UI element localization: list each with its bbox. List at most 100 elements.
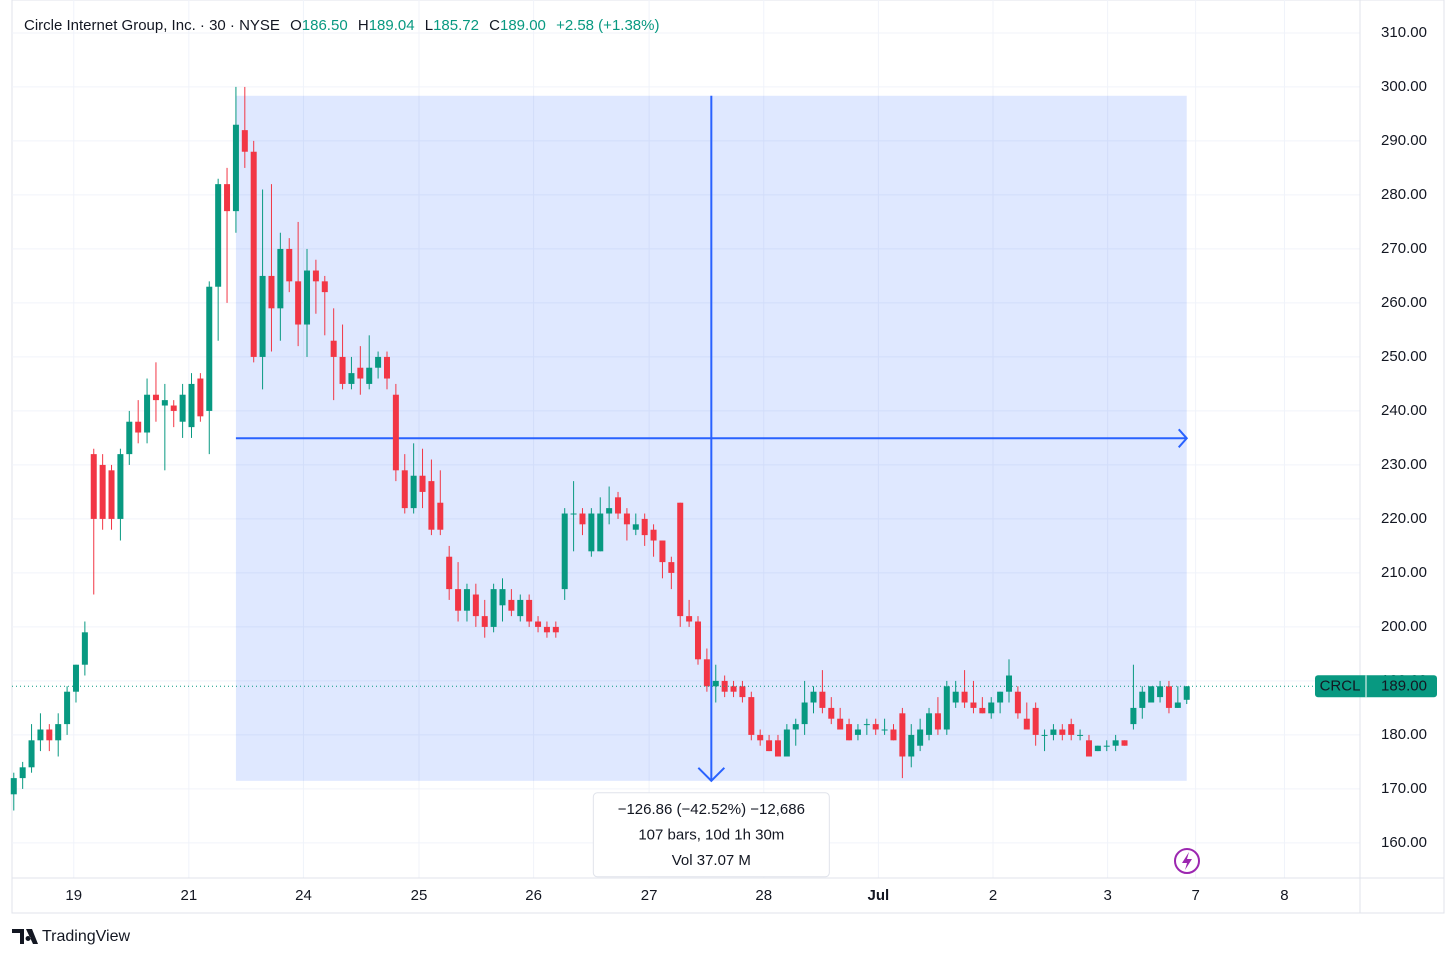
candle-body [144,394,151,433]
candle-body [312,270,319,282]
candle-body [908,734,915,757]
candle-body [241,130,248,152]
measure-layer [235,95,1189,783]
alert-icon[interactable] [1174,848,1200,874]
candle-body [881,729,888,731]
y-tick-label: 210.00 [1381,564,1427,581]
candle-body [1165,686,1172,708]
y-tick-label: 280.00 [1381,186,1427,203]
candle-body [1112,740,1119,746]
measure-arrowhead [697,767,726,783]
x-tick-label: 7 [1191,887,1199,904]
ohlc-value: 185.72 [433,17,479,34]
brand: TradingView [42,928,130,945]
y-tick-label: 170.00 [1381,780,1427,797]
candle-body [401,470,408,509]
y-tick-label: 220.00 [1381,510,1427,527]
candle-body [437,502,444,530]
candle-body [837,718,844,730]
candle-body [250,151,257,357]
candle-body [970,702,977,708]
candle-body [801,702,808,725]
candle-body [179,394,186,422]
symbol-title: Circle Internet Group, Inc. · 30 · NYSE [24,17,280,34]
brand-logo[interactable]: TradingView [12,928,130,945]
candle-body [428,481,435,530]
candle-body [535,621,542,627]
candle-body [135,421,142,433]
ohlc-label: L [425,17,433,34]
candle-body [1183,686,1190,700]
candle-body [330,340,337,357]
candle-body [979,707,986,714]
y-tick-label: 160.00 [1381,834,1427,851]
y-tick-label: 290.00 [1381,132,1427,149]
candle-body [934,713,941,730]
candle-body [650,529,657,541]
candle-body [10,778,17,795]
candle-body [152,394,159,401]
candle-body [1041,734,1048,736]
candle-body [961,691,968,703]
ohlc-value: 189.00 [500,17,546,34]
candle-body [1174,702,1181,708]
candle-body [90,454,97,519]
candle-body [446,556,453,590]
candle-body [846,724,853,741]
candle-body [694,621,701,660]
legend-header: Circle Internet Group, Inc. · 30 · NYSE … [24,17,659,34]
candle-body [783,729,790,757]
y-tick-label: 260.00 [1381,294,1427,311]
candle-body [28,740,35,768]
measure-info-box [592,792,830,878]
candle-body [623,513,630,525]
x-tick-label: 2 [989,887,997,904]
x-tick-label: 26 [525,887,542,904]
candle-body [188,383,195,428]
candle-body [215,184,222,287]
x-tick-label: 28 [755,887,772,904]
candle-body [712,680,719,687]
candle-body [206,286,213,411]
y-tick-label: 250.00 [1381,348,1427,365]
candle-body [1077,734,1084,736]
candle-body [1068,724,1075,735]
candle-body [259,275,266,357]
ohlc-value: 189.04 [369,17,415,34]
ohlc-label: O [290,17,302,34]
candle-body [419,475,426,492]
candle-body [899,713,906,757]
candle-body [917,729,924,746]
x-tick-label: Jul [868,887,890,904]
candle-body [366,367,373,384]
candle-body [1006,675,1013,692]
candle-body [1023,718,1030,730]
candle-body [357,367,364,379]
candle-body [988,702,995,714]
y-tick-label: 180.00 [1381,726,1427,743]
candle-body [632,524,639,530]
candle-body [570,513,577,515]
candle-body [543,626,550,633]
candle-body [943,686,950,730]
measure-info: −126.86 (−42.52%) −12,686 [618,801,805,818]
candle-body [508,599,515,611]
x-tick-label: 19 [65,887,82,904]
candle-body [1014,691,1021,714]
candle-body [810,691,817,703]
candle-body [997,691,1004,703]
y-tick-label: 240.00 [1381,402,1427,419]
candle-body [99,464,106,519]
candle-body [19,767,26,779]
ohlc-label: C [489,17,500,34]
x-tick-label: 27 [641,887,658,904]
candle-body [55,724,62,741]
candle-body [383,356,390,379]
measure-arrowhead [1177,428,1189,448]
candle-body [268,275,275,309]
y-tick-label: 230.00 [1381,456,1427,473]
candle-body [517,599,524,617]
candle-body [224,184,231,212]
candle-body [472,594,479,617]
candle-body [37,729,44,741]
